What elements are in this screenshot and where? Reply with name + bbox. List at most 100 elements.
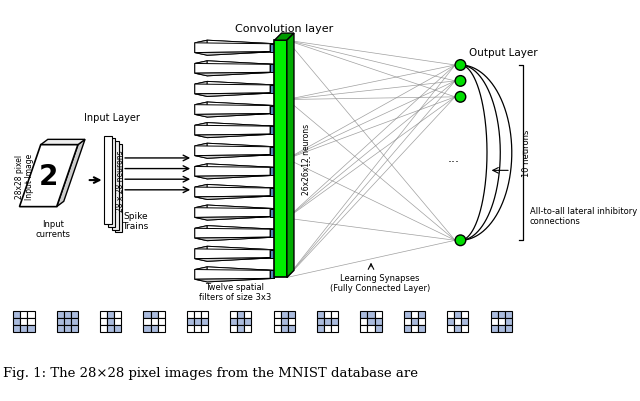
Polygon shape <box>195 206 275 209</box>
Bar <box>281 326 288 332</box>
Polygon shape <box>195 123 207 138</box>
Bar <box>107 311 114 318</box>
Polygon shape <box>270 271 275 279</box>
Polygon shape <box>207 267 275 282</box>
Bar <box>454 311 461 318</box>
Bar <box>187 311 194 318</box>
Circle shape <box>455 92 466 103</box>
Polygon shape <box>207 41 275 56</box>
Polygon shape <box>195 135 275 138</box>
Bar <box>71 326 78 332</box>
Text: ...: ... <box>447 152 460 165</box>
Bar <box>114 311 122 318</box>
Text: 28x28 pixel
Input Image: 28x28 pixel Input Image <box>15 153 35 199</box>
Bar <box>360 311 367 318</box>
Polygon shape <box>195 123 275 127</box>
Polygon shape <box>195 64 270 74</box>
Polygon shape <box>207 62 275 77</box>
Polygon shape <box>207 82 275 97</box>
Bar <box>244 326 252 332</box>
Circle shape <box>455 61 466 71</box>
Polygon shape <box>270 168 275 176</box>
Polygon shape <box>195 206 207 221</box>
Bar <box>275 41 287 278</box>
Bar <box>498 311 505 318</box>
Polygon shape <box>207 185 275 200</box>
Bar <box>418 326 425 332</box>
Polygon shape <box>270 230 275 237</box>
Text: Input
currents: Input currents <box>36 219 70 239</box>
Bar <box>461 311 468 318</box>
Bar <box>360 326 367 332</box>
Bar <box>64 326 71 332</box>
Bar <box>288 326 295 332</box>
Polygon shape <box>195 247 207 261</box>
Bar <box>28 311 35 318</box>
Polygon shape <box>207 164 275 179</box>
Polygon shape <box>270 209 275 217</box>
Bar <box>150 311 157 318</box>
Bar <box>100 311 107 318</box>
Polygon shape <box>195 258 275 261</box>
Polygon shape <box>195 73 275 77</box>
Bar <box>317 318 324 326</box>
Polygon shape <box>195 62 207 77</box>
Polygon shape <box>195 237 275 241</box>
Bar <box>201 311 208 318</box>
Bar <box>194 318 201 326</box>
Polygon shape <box>108 139 115 227</box>
Polygon shape <box>207 226 275 241</box>
Bar <box>367 326 374 332</box>
Bar <box>274 326 281 332</box>
Polygon shape <box>195 226 207 241</box>
Bar <box>454 318 461 326</box>
Bar <box>331 318 339 326</box>
Bar <box>20 318 28 326</box>
Polygon shape <box>195 188 270 197</box>
Text: Twelve spatial
filters of size 3x3: Twelve spatial filters of size 3x3 <box>198 282 271 302</box>
Bar <box>157 326 164 332</box>
Polygon shape <box>195 144 275 148</box>
Bar <box>418 311 425 318</box>
Text: Convolution layer: Convolution layer <box>235 24 333 34</box>
Text: 26x26x12 neurons: 26x26x12 neurons <box>302 124 311 195</box>
Bar <box>71 311 78 318</box>
Polygon shape <box>195 114 275 118</box>
Polygon shape <box>111 142 118 230</box>
Bar <box>447 318 454 326</box>
Bar <box>324 311 331 318</box>
Polygon shape <box>195 146 270 156</box>
Polygon shape <box>270 127 275 135</box>
Bar <box>281 311 288 318</box>
Polygon shape <box>195 249 270 259</box>
Bar <box>64 318 71 326</box>
Polygon shape <box>207 103 275 118</box>
Bar <box>64 311 71 318</box>
Bar <box>274 318 281 326</box>
Bar <box>13 318 20 326</box>
Polygon shape <box>270 188 275 196</box>
Polygon shape <box>195 164 275 168</box>
Polygon shape <box>207 247 275 261</box>
Bar <box>13 326 20 332</box>
Polygon shape <box>195 164 207 179</box>
Text: Input Layer: Input Layer <box>84 112 140 122</box>
Bar <box>281 318 288 326</box>
Bar <box>317 311 324 318</box>
Bar <box>237 311 244 318</box>
Polygon shape <box>195 229 270 239</box>
Bar <box>374 311 381 318</box>
Bar <box>100 326 107 332</box>
Bar <box>490 311 498 318</box>
Bar <box>461 318 468 326</box>
Bar <box>28 318 35 326</box>
Bar <box>237 326 244 332</box>
Polygon shape <box>195 53 275 56</box>
Bar <box>461 326 468 332</box>
Bar <box>201 326 208 332</box>
Bar <box>150 318 157 326</box>
Polygon shape <box>195 270 270 279</box>
Bar <box>194 311 201 318</box>
Bar <box>28 326 35 332</box>
Polygon shape <box>195 82 207 97</box>
